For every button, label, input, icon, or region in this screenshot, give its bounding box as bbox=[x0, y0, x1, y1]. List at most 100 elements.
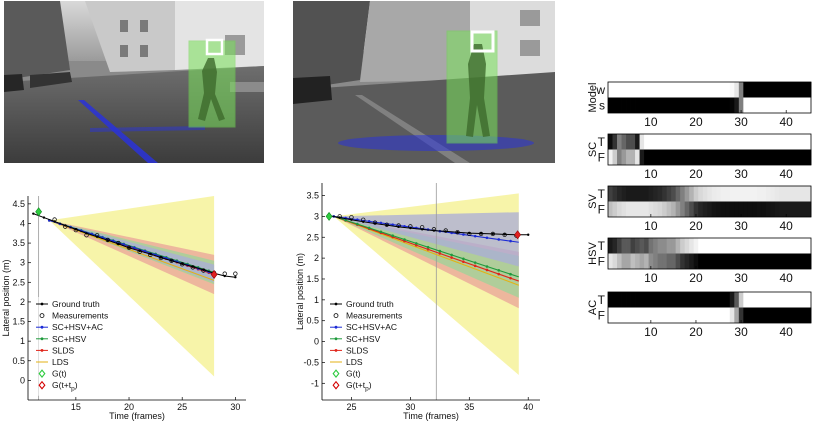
uncertainty-band-sc-hsv bbox=[49, 220, 215, 285]
heatmap-cell bbox=[626, 307, 631, 323]
heatmap-cell bbox=[639, 238, 645, 254]
x-tick-label: 25 bbox=[346, 402, 356, 412]
heatmap-cell bbox=[630, 201, 636, 217]
heatmap-cell bbox=[743, 307, 749, 323]
heatmap-cell bbox=[756, 253, 762, 269]
heatmap-cell bbox=[779, 134, 785, 150]
forecast-point bbox=[473, 234, 477, 238]
heatmap-cell bbox=[797, 292, 803, 308]
legend-label-text: Ground truth bbox=[346, 299, 394, 309]
heatmap-cell bbox=[621, 307, 627, 323]
heatmap-cell bbox=[608, 292, 613, 308]
heatmap-cell bbox=[774, 149, 780, 165]
heatmap-cell bbox=[671, 186, 677, 202]
legend-swatch-dot bbox=[40, 337, 44, 341]
forecast-point bbox=[485, 268, 489, 272]
heatmap-cell bbox=[635, 238, 640, 254]
heatmap-cell bbox=[644, 253, 649, 269]
heatmap-cell bbox=[756, 134, 762, 150]
heatmap-cell bbox=[666, 307, 672, 323]
heatmap-cell bbox=[644, 97, 649, 113]
heatmap-frame bbox=[607, 237, 812, 270]
forecast-point bbox=[497, 269, 501, 272]
heatmap-cell bbox=[801, 238, 807, 254]
heatmap-cell bbox=[662, 149, 668, 165]
heatmap-cell bbox=[630, 97, 636, 113]
legend-label-text: SLDS bbox=[52, 345, 75, 355]
heatmap-panel-label: HSV bbox=[587, 242, 599, 265]
heatmap-cell bbox=[653, 201, 659, 217]
forecast-point bbox=[356, 222, 359, 226]
heatmap-row-label: T bbox=[598, 187, 606, 201]
forecast-point bbox=[509, 239, 512, 243]
forecast-point bbox=[403, 238, 406, 241]
heatmap-cell bbox=[801, 149, 807, 165]
measurement-point bbox=[443, 228, 448, 233]
heatmap-cell bbox=[630, 292, 636, 308]
measurement-point bbox=[201, 268, 206, 273]
goal-marker-current bbox=[325, 211, 333, 221]
heatmap-cell bbox=[680, 186, 686, 202]
measurement-point bbox=[396, 223, 401, 228]
forecast-point bbox=[391, 234, 395, 237]
heatmap-tick-label: 30 bbox=[734, 219, 748, 233]
heatmap-tick-label: 20 bbox=[689, 271, 703, 285]
heatmap-cell bbox=[684, 149, 690, 165]
forecast-point bbox=[509, 272, 512, 276]
heatmap-cell bbox=[788, 238, 794, 254]
ground-truth-point bbox=[127, 246, 131, 249]
heatmap-cell bbox=[783, 253, 789, 269]
heatmap-cell bbox=[693, 238, 699, 254]
measurement-point bbox=[180, 262, 185, 267]
heatmap-cell bbox=[657, 238, 663, 254]
heatmap-cell bbox=[734, 307, 740, 323]
heatmap-cell bbox=[783, 186, 789, 202]
x-tick-label: 35 bbox=[464, 402, 474, 412]
heatmap-cell bbox=[617, 82, 622, 98]
heatmap-cell bbox=[716, 186, 722, 202]
heatmap-cell bbox=[608, 253, 613, 269]
heatmap-cell bbox=[774, 201, 780, 217]
heatmap-cell bbox=[644, 82, 649, 98]
x-tick-label: 25 bbox=[177, 402, 187, 412]
legend-label: Measurements bbox=[346, 311, 402, 321]
y-tick-label: 1.5 bbox=[12, 317, 25, 327]
legend-label-text: SC+HSV bbox=[346, 334, 381, 344]
legend-swatch-dot bbox=[334, 349, 338, 352]
ground-truth-point bbox=[503, 233, 506, 236]
heatmap-cell bbox=[738, 97, 744, 113]
heatmap-cell bbox=[689, 134, 695, 150]
heatmap-cell bbox=[806, 253, 812, 269]
forecast-point bbox=[462, 260, 465, 264]
y-tick-label: 3 bbox=[20, 258, 25, 268]
heatmap-cell bbox=[774, 253, 780, 269]
heatmap-tick-label: 10 bbox=[644, 325, 658, 339]
heatmap-cell bbox=[684, 238, 690, 254]
heatmap-cell bbox=[644, 238, 649, 254]
legend-label: LDS bbox=[346, 357, 363, 367]
heatmap-cell bbox=[743, 134, 749, 150]
heatmap-cell bbox=[707, 134, 713, 150]
heatmap-cell bbox=[801, 134, 807, 150]
measurement-point bbox=[478, 231, 484, 237]
heatmap-row-label: F bbox=[598, 150, 605, 164]
heatmap-cell bbox=[698, 307, 704, 323]
legend-box bbox=[34, 297, 126, 396]
goal-marker-future bbox=[514, 230, 521, 240]
legend-swatch-dot bbox=[334, 302, 338, 306]
heatmap-cell bbox=[743, 292, 749, 308]
heatmap-cell bbox=[747, 97, 753, 113]
heatmap-cell bbox=[639, 149, 645, 165]
heatmap-cell bbox=[725, 97, 731, 113]
heatmap-cell bbox=[770, 82, 776, 98]
legend-swatch-diamond bbox=[332, 380, 340, 390]
measurement-point bbox=[467, 231, 472, 237]
heatmap-cell bbox=[770, 292, 776, 308]
heatmap-cell bbox=[711, 238, 717, 254]
heatmap-cell bbox=[693, 201, 699, 217]
heatmap-cell bbox=[797, 307, 803, 323]
measurement-point bbox=[408, 224, 413, 229]
heatmap-cell bbox=[617, 201, 622, 217]
heatmap-cell bbox=[662, 253, 668, 269]
